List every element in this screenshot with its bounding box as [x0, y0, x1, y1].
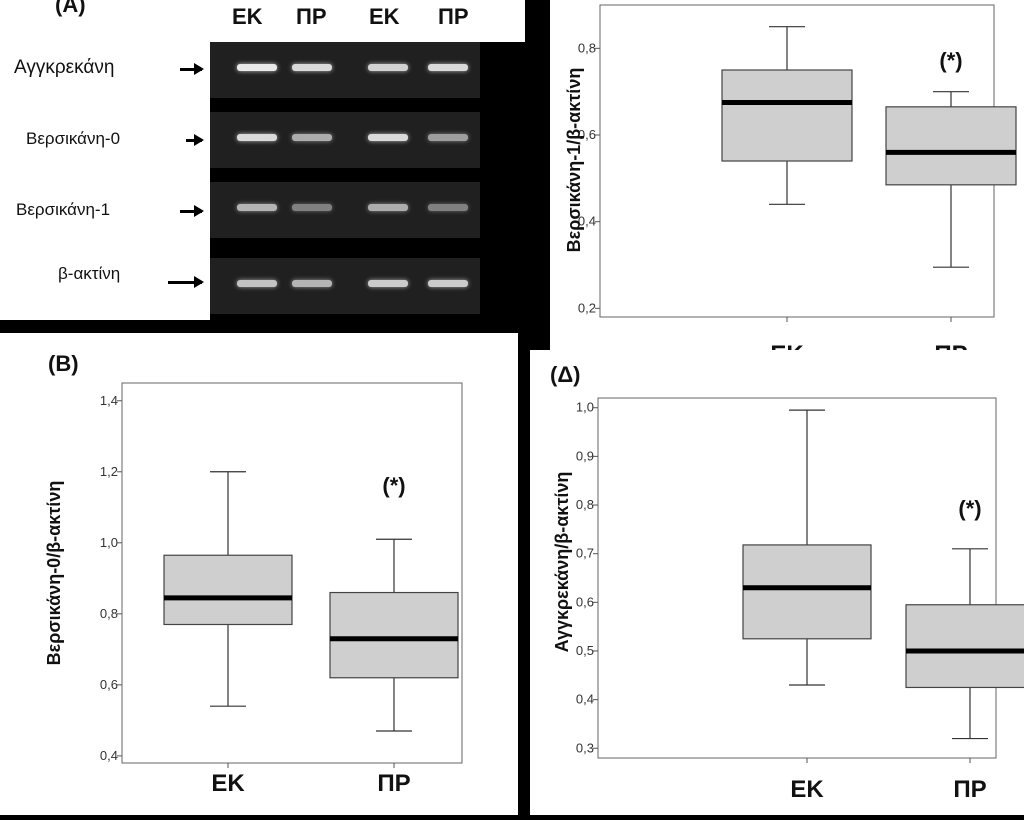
row-label-column [0, 42, 210, 320]
y-tick-label: 0,4 [578, 214, 596, 229]
y-tick-label: 0,8 [578, 40, 596, 55]
y-tick-label: 0,6 [576, 594, 594, 609]
y-tick-label: 0,4 [100, 748, 118, 763]
y-tick-label: 0,2 [578, 300, 596, 315]
iqr-box [885, 106, 1017, 186]
x-category-label: ΠΡ [377, 770, 410, 797]
row-label-aggrecan: Αγγκρεκάνη [14, 57, 115, 78]
lane-label-3: ΕΚ [369, 4, 400, 29]
panel-a-letter: (A) [55, 0, 86, 17]
y-tick-label: 0,6 [578, 127, 596, 142]
gel-band [292, 204, 332, 211]
lane-label-2: ΠΡ [296, 4, 327, 29]
y-tick-label: 1,4 [100, 393, 118, 408]
panel-letter: (Δ) [550, 362, 580, 387]
y-tick-label: 0,5 [576, 643, 594, 658]
gel-band [368, 204, 408, 211]
iqr-box [905, 604, 1024, 689]
panel-a-header [0, 0, 525, 42]
y-tick-label: 0,4 [576, 692, 594, 707]
lane-label-1: ΕΚ [232, 4, 263, 29]
significance-annotation: (*) [382, 473, 405, 498]
arrow-icon [180, 63, 204, 75]
arrow-icon [180, 205, 204, 217]
y-tick-label: 0,8 [576, 497, 594, 512]
y-tick-label: 1,0 [100, 535, 118, 550]
arrow-icon [186, 134, 204, 146]
row-label-beta-actin: β-ακτίνη [58, 264, 121, 283]
row-label-versican-0: Βερσικάνη-0 [26, 129, 121, 148]
gel-band [368, 134, 408, 141]
y-axis-label: Βερσικάνη-0/β-ακτίνη [44, 481, 64, 666]
y-axis-label: Αγγκρεκάνη/β-ακτίνη [552, 472, 572, 653]
gel-band [237, 280, 277, 287]
versican-0-boxplot: 0,4 0,6 0,8 1,0 1,2 1,4 Βερσικάνη-0/β-ακτίνη ΕΚ… [44, 351, 463, 797]
aggrecan-boxplot: 0,3 0,4 0,5 0,6 0,7 0,8 0,9 1,0 Αγγκρεκάνη/β-ακτ… [550, 362, 1024, 803]
iqr-box [721, 69, 853, 162]
gel-band [292, 134, 332, 141]
y-tick-label: 1,2 [100, 464, 118, 479]
panel-b: 0,4 0,6 0,8 1,0 1,2 1,4 Βερσικάνη-0/β-ακτίνη ΕΚ… [0, 333, 518, 815]
significance-annotation: (*) [939, 48, 962, 73]
y-tick-label: 0,3 [576, 740, 594, 755]
gel-band [428, 280, 468, 287]
gel-band [428, 64, 468, 71]
gel-band [237, 64, 277, 71]
iqr-box [163, 554, 293, 626]
iqr-box [329, 591, 459, 679]
gel-band [368, 280, 408, 287]
panel-delta: 0,3 0,4 0,5 0,6 0,7 0,8 0,9 1,0 Αγγκρεκάνη/β-ακτ… [530, 350, 1024, 815]
gel-band [368, 64, 408, 71]
gel-band [237, 134, 277, 141]
significance-annotation: (*) [958, 496, 981, 521]
lane-label-4: ΠΡ [438, 4, 469, 29]
y-tick-label: 0,9 [576, 448, 594, 463]
y-tick-label: 0,7 [576, 546, 594, 561]
gel-band [428, 204, 468, 211]
y-axis-label: Βερσικάνη-1/β-ακτίνη [564, 68, 584, 253]
y-tick-label: 0,6 [100, 677, 118, 692]
gel-band [428, 134, 468, 141]
y-tick-label: 1,0 [576, 400, 594, 415]
y-tick-label: 0,8 [100, 606, 118, 621]
row-label-versican-1: Βερσικάνη-1 [16, 200, 111, 219]
panel-letter: (B) [48, 351, 79, 376]
gel-band [292, 280, 332, 287]
iqr-box [742, 544, 872, 640]
x-category-label: ΕΚ [790, 776, 824, 803]
gel-band [292, 64, 332, 71]
x-category-label: ΕΚ [211, 770, 245, 797]
arrow-icon [168, 276, 204, 288]
x-category-label: ΠΡ [953, 776, 986, 803]
gel-band [237, 204, 277, 211]
